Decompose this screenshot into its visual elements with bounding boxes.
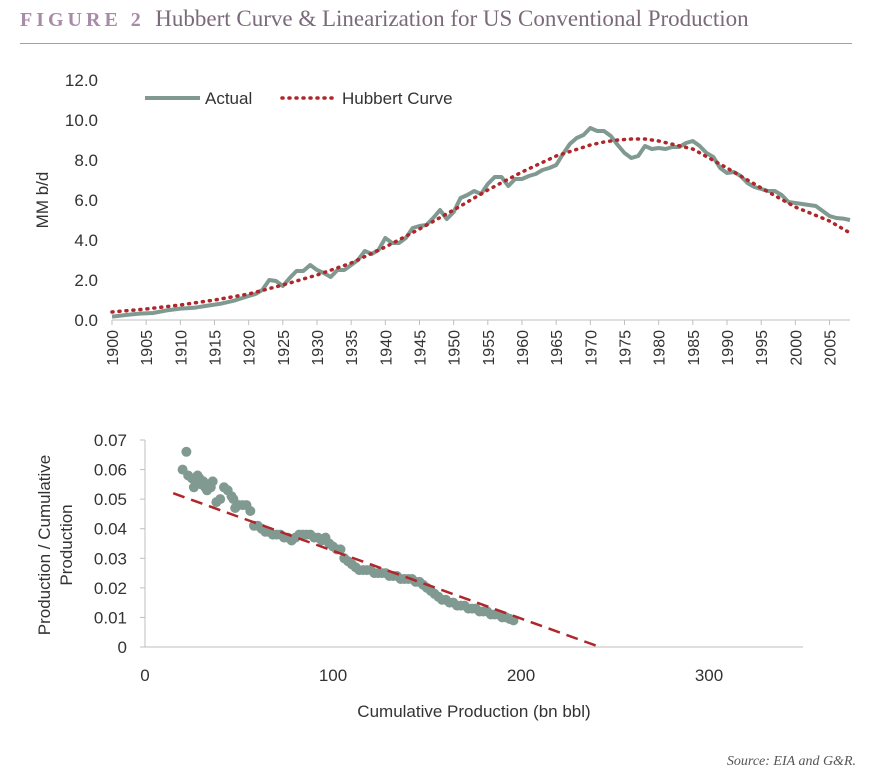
- x-tick-label: 200: [507, 666, 535, 685]
- x-tick-label: 1950: [447, 330, 464, 366]
- y-axis-title-line: Production / Cumulative: [35, 455, 54, 635]
- header-rule: [20, 43, 852, 44]
- source-note: Source: EIA and G&R.: [726, 754, 856, 769]
- x-tick-label: 1960: [515, 330, 532, 366]
- y-tick-label: 0.05: [94, 490, 127, 509]
- legend-label: Hubbert Curve: [342, 89, 453, 108]
- x-tick-label: 1915: [208, 330, 225, 366]
- y-tick-label: 0.04: [94, 520, 127, 539]
- x-tick-label: 1940: [378, 330, 395, 366]
- y-tick-label: 0.03: [94, 549, 127, 568]
- series-line-hubbert-curve: [110, 137, 852, 314]
- y-tick-label: 0.02: [94, 579, 127, 598]
- y-tick-label: 0.01: [94, 608, 127, 627]
- y-tick-label: 0: [118, 638, 127, 657]
- y-tick-label: 12.0: [65, 71, 98, 90]
- x-tick-label: 1955: [481, 330, 498, 366]
- figure-header: FIGURE 2 Hubbert Curve & Linearization f…: [20, 6, 749, 32]
- x-tick-label: 1970: [583, 330, 600, 366]
- y-tick-label: 0.06: [94, 461, 127, 480]
- y-tick-label: 8.0: [74, 151, 98, 170]
- x-tick-label: 1925: [276, 330, 293, 366]
- x-tick-label: 1935: [344, 330, 361, 366]
- x-tick-label: 1945: [413, 330, 430, 366]
- y-tick-label: 0.07: [94, 431, 127, 450]
- figure-label: FIGURE 2: [20, 9, 145, 31]
- x-tick-label: 1980: [652, 330, 669, 366]
- legend-label: Actual: [205, 89, 252, 108]
- x-tick-label: 1910: [173, 330, 190, 366]
- x-tick-label: 1920: [242, 330, 259, 366]
- x-tick-label: 2000: [788, 330, 805, 366]
- data-point: [181, 446, 192, 457]
- x-tick-label: 300: [695, 666, 723, 685]
- x-tick-label: 0: [140, 666, 149, 685]
- figure-title: Hubbert Curve & Linearization for US Con…: [155, 6, 749, 31]
- y-axis-title: Production / Cumulative Production: [35, 455, 76, 635]
- y-tick-label: 2.0: [74, 271, 98, 290]
- hubbert-linearization-chart: 0 0.01 0.02 0.03 0.04 0.05 0.06 0.07 0 100 200 300 C…: [35, 431, 803, 721]
- x-tick-label: 1930: [310, 330, 327, 366]
- x-tick-label: 1905: [139, 330, 156, 366]
- data-point: [207, 476, 218, 487]
- y-tick-label: 4.0: [74, 231, 98, 250]
- x-tick-label: 1995: [754, 330, 771, 366]
- x-tick-label: 1965: [549, 330, 566, 366]
- data-point: [245, 506, 256, 516]
- y-axis-title: MM b/d: [33, 172, 52, 229]
- hubbert-curve-chart: 0.0 2.0 4.0 6.0 8.0 10.0 12.0 1900 1905 1910 1915 1…: [33, 71, 852, 366]
- x-tick-label: 1900: [105, 330, 122, 366]
- data-point: [215, 494, 226, 505]
- x-tick-label: 1975: [618, 330, 635, 366]
- x-tick-label: 1985: [686, 330, 703, 366]
- y-tick-label: 6.0: [74, 191, 98, 210]
- y-tick-label: 10.0: [65, 111, 98, 130]
- x-tick-label: 1990: [720, 330, 737, 366]
- series-line-actual: [111, 126, 851, 319]
- y-axis-title-line: Production: [57, 504, 76, 585]
- x-axis-title: Cumulative Production (bn bbl): [357, 702, 590, 721]
- y-tick-label: 0.0: [74, 311, 98, 330]
- x-tick-label: 100: [319, 666, 347, 685]
- x-tick-label: 2005: [823, 330, 840, 366]
